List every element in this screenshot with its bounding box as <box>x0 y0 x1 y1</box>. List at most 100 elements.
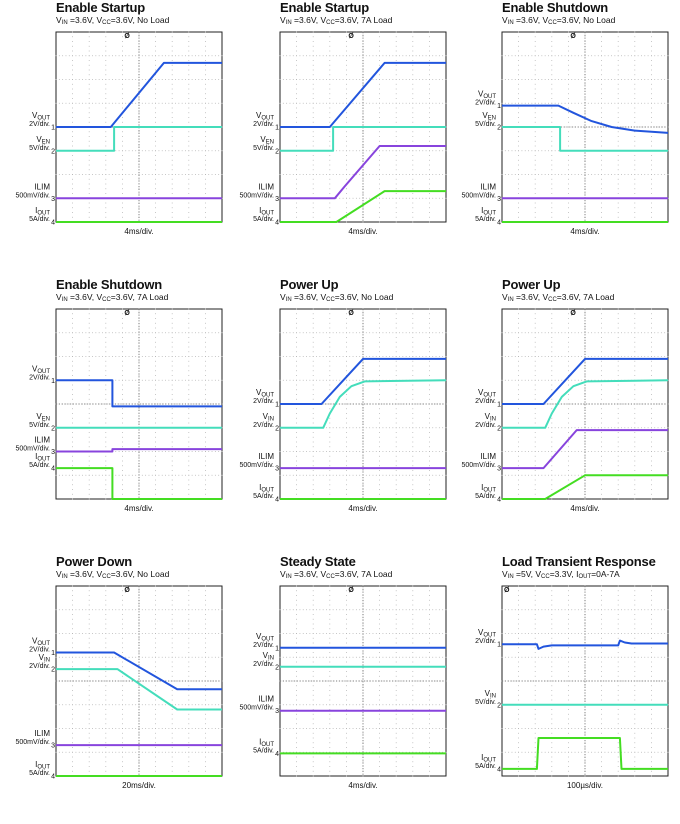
channel-scale: 2V/div. <box>29 121 50 128</box>
channel-label: ILIM <box>34 182 50 191</box>
trigger-marker: Ø <box>124 33 130 40</box>
channel-marker: 1 <box>51 650 55 657</box>
channel-scale: 5V/div. <box>475 699 496 706</box>
timebase-label: 4ms/div. <box>124 504 153 513</box>
channel-label: IOUT <box>481 483 496 494</box>
channel-label: IOUT <box>259 737 274 748</box>
channel-scale: 500mV/div. <box>240 192 275 199</box>
channel-label: ILIM <box>258 695 274 704</box>
channel-scale: 5A/div. <box>475 763 496 770</box>
trigger-marker: Ø <box>348 587 354 594</box>
channel-label: VIN <box>485 412 496 423</box>
scope-screen: Ø1VOUT2V/div.2VIN5V/div.4IOUT5A/div.100µ… <box>446 554 676 804</box>
channel-marker: 3 <box>275 196 279 203</box>
channel-marker: 4 <box>51 220 55 227</box>
channel-scale: 500mV/div. <box>462 192 497 199</box>
channel-label: IOUT <box>35 206 50 217</box>
channel-scale: 5A/div. <box>475 216 496 223</box>
timebase-label: 100µs/div. <box>567 781 603 790</box>
channel-scale: 5A/div. <box>253 747 274 754</box>
channel-label: VEN <box>260 135 274 146</box>
channel-scale: 2V/div. <box>253 121 274 128</box>
timebase-label: 4ms/div. <box>348 227 377 236</box>
channel-marker: 2 <box>275 664 279 671</box>
scope-screen: Ø1VOUT2V/div.2VEN5V/div.3ILIM500mV/div.4… <box>0 277 230 527</box>
channel-label: VIN <box>263 412 274 423</box>
scope-screen: Ø1VOUT2V/div.2VIN2V/div.3ILIM500mV/div.4… <box>0 554 230 804</box>
channel-marker: 3 <box>51 196 55 203</box>
channel-scale: 500mV/div. <box>240 705 275 712</box>
channel-marker: 1 <box>51 125 55 132</box>
scope-screen: Ø1VOUT2V/div.2VEN5V/div.3ILIM500mV/div.4… <box>0 0 230 250</box>
channel-scale: 2V/div. <box>475 100 496 107</box>
channel-label: IOUT <box>259 483 274 494</box>
channel-label: IOUT <box>259 206 274 217</box>
channel-scale: 5A/div. <box>29 770 50 777</box>
channel-scale: 2V/div. <box>253 661 274 668</box>
channel-marker: 2 <box>497 702 501 709</box>
channel-scale: 5V/div. <box>253 145 274 152</box>
channel-label: VIN <box>39 653 50 664</box>
channel-scale: 2V/div. <box>475 422 496 429</box>
channel-label: VOUT <box>256 388 274 399</box>
channel-label: ILIM <box>34 729 50 738</box>
channel-marker: 4 <box>497 220 501 227</box>
channel-label: VIN <box>263 651 274 662</box>
timebase-label: 4ms/div. <box>570 227 599 236</box>
scope-screen: Ø1VOUT2V/div.2VEN5V/div.3ILIM500mV/div.4… <box>446 0 676 250</box>
channel-marker: 4 <box>275 220 279 227</box>
channel-scale: 500mV/div. <box>16 192 51 199</box>
channel-label: VEN <box>36 135 50 146</box>
channel-scale: 2V/div. <box>29 663 50 670</box>
channel-scale: 500mV/div. <box>462 462 497 469</box>
timebase-label: 20ms/div. <box>122 781 156 790</box>
channel-scale: 2V/div. <box>253 642 274 649</box>
channel-scale: 5A/div. <box>29 216 50 223</box>
channel-marker: 1 <box>275 402 279 409</box>
channel-marker: 1 <box>497 642 501 649</box>
channel-marker: 1 <box>51 378 55 385</box>
channel-scale: 2V/div. <box>475 398 496 405</box>
channel-label: IOUT <box>35 760 50 771</box>
trigger-marker: Ø <box>124 310 130 317</box>
channel-marker: 2 <box>275 425 279 432</box>
channel-label: VOUT <box>32 637 50 648</box>
timebase-label: 4ms/div. <box>570 504 599 513</box>
channel-scale: 5A/div. <box>253 493 274 500</box>
scope-screen: Ø1VOUT2V/div.2VIN2V/div.3ILIM500mV/div.4… <box>446 277 676 527</box>
channel-marker: 4 <box>51 466 55 473</box>
channel-marker: 2 <box>51 425 55 432</box>
channel-label: IOUT <box>481 753 496 764</box>
channel-scale: 500mV/div. <box>16 739 51 746</box>
trigger-marker: Ø <box>570 310 576 317</box>
channel-scale: 500mV/div. <box>240 462 275 469</box>
channel-label: ILIM <box>480 452 496 461</box>
channel-label: VOUT <box>256 111 274 122</box>
channel-marker: 1 <box>275 125 279 132</box>
channel-scale: 500mV/div. <box>16 446 51 453</box>
channel-scale: 5V/div. <box>29 145 50 152</box>
channel-label: VOUT <box>478 628 496 639</box>
channel-label: ILIM <box>258 182 274 191</box>
channel-label: VOUT <box>32 111 50 122</box>
channel-marker: 4 <box>51 774 55 781</box>
channel-label: VOUT <box>478 388 496 399</box>
channel-marker: 1 <box>497 103 501 110</box>
channel-scale: 2V/div. <box>475 638 496 645</box>
trigger-marker: Ø <box>124 587 130 594</box>
trigger-marker: Ø <box>348 310 354 317</box>
channel-scale: 2V/div. <box>29 374 50 381</box>
channel-scale: 5V/div. <box>475 121 496 128</box>
channel-scale: 5V/div. <box>29 422 50 429</box>
channel-marker: 3 <box>275 466 279 473</box>
channel-label: VOUT <box>32 364 50 375</box>
timebase-label: 4ms/div. <box>348 504 377 513</box>
channel-label: ILIM <box>258 452 274 461</box>
channel-label: VOUT <box>256 632 274 643</box>
timebase-label: 4ms/div. <box>348 781 377 790</box>
